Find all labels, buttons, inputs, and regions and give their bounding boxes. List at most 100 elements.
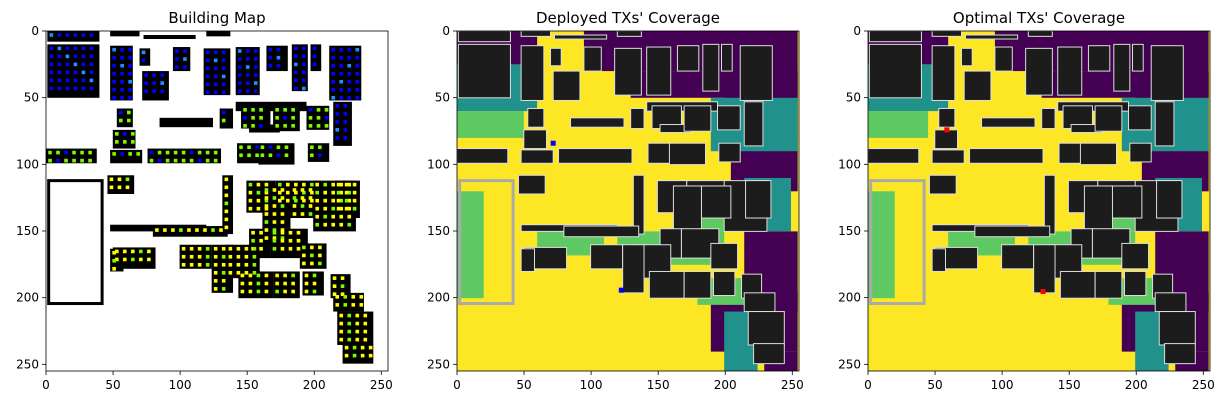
x-tick-label: 50 <box>105 378 120 392</box>
transmitter-marker <box>1040 289 1046 295</box>
building <box>457 148 509 164</box>
building <box>1129 142 1152 163</box>
marker <box>310 190 314 195</box>
marker <box>221 82 226 87</box>
marker <box>205 74 210 79</box>
marker <box>175 57 179 61</box>
marker <box>248 190 253 195</box>
marker <box>259 230 263 235</box>
marker <box>128 152 132 156</box>
marker <box>256 206 261 211</box>
building <box>241 105 271 129</box>
building <box>1087 45 1111 72</box>
building <box>330 274 351 299</box>
marker <box>221 74 226 79</box>
x-tick-label: 100 <box>580 378 603 392</box>
marker <box>115 249 119 254</box>
marker <box>65 54 70 59</box>
marker <box>221 118 226 123</box>
chart-title: Deployed TXs' Coverage <box>536 9 720 27</box>
marker <box>352 190 357 195</box>
marker <box>73 62 78 67</box>
marker <box>183 65 187 69</box>
marker <box>347 222 352 227</box>
marker <box>308 124 313 128</box>
marker <box>310 182 314 187</box>
marker <box>291 289 295 294</box>
marker <box>128 55 132 60</box>
plot-area <box>868 31 1210 371</box>
marker <box>344 353 349 358</box>
marker <box>264 281 269 286</box>
marker <box>264 273 269 278</box>
marker <box>224 185 229 190</box>
marker <box>312 62 317 67</box>
marker <box>275 281 279 286</box>
building <box>172 47 191 72</box>
marker <box>237 89 242 93</box>
marker <box>224 193 229 198</box>
marker <box>352 353 357 358</box>
marker <box>310 145 314 150</box>
transmitter-marker <box>550 140 556 146</box>
building <box>647 142 672 164</box>
marker <box>280 236 285 240</box>
marker <box>296 238 301 243</box>
marker <box>253 57 258 61</box>
marker <box>72 150 76 155</box>
marker <box>245 65 250 69</box>
marker <box>236 246 241 251</box>
building <box>961 47 973 67</box>
marker <box>149 158 154 163</box>
building <box>753 343 785 365</box>
building <box>520 45 545 101</box>
marker <box>347 214 352 219</box>
marker <box>332 276 337 280</box>
marker <box>197 150 202 155</box>
building <box>1132 43 1144 72</box>
building-outline <box>869 179 926 306</box>
marker <box>73 78 78 83</box>
transmitter-marker <box>944 127 950 133</box>
marker <box>245 73 250 77</box>
axes-frame <box>45 30 389 372</box>
marker <box>339 214 344 219</box>
marker <box>248 281 253 286</box>
marker <box>331 71 336 76</box>
marker <box>264 228 269 232</box>
marker <box>310 253 314 258</box>
building-outline <box>47 179 104 306</box>
building <box>1158 311 1196 346</box>
marker <box>308 108 313 112</box>
marker <box>344 345 349 350</box>
marker <box>239 153 243 158</box>
marker <box>280 246 285 251</box>
marker <box>331 206 336 211</box>
marker <box>268 55 273 60</box>
marker <box>65 78 70 83</box>
marker <box>89 54 94 59</box>
marker <box>213 74 218 79</box>
marker <box>310 245 314 250</box>
marker <box>264 198 269 203</box>
marker <box>368 353 373 358</box>
y-tick-label: 200 <box>427 291 450 305</box>
marker <box>259 246 263 251</box>
marker <box>347 55 352 60</box>
marker <box>205 90 210 95</box>
marker <box>57 62 62 67</box>
marker <box>213 50 218 55</box>
marker <box>89 86 94 91</box>
building <box>47 31 100 42</box>
marker <box>335 303 340 307</box>
x-tick-label: 250 <box>781 378 804 392</box>
marker <box>224 201 229 206</box>
building <box>1128 105 1152 131</box>
marker <box>323 198 328 203</box>
plot-area <box>46 31 388 371</box>
marker <box>339 182 344 187</box>
marker <box>221 262 226 267</box>
marker <box>221 271 226 275</box>
building <box>683 270 712 299</box>
marker <box>296 246 301 251</box>
